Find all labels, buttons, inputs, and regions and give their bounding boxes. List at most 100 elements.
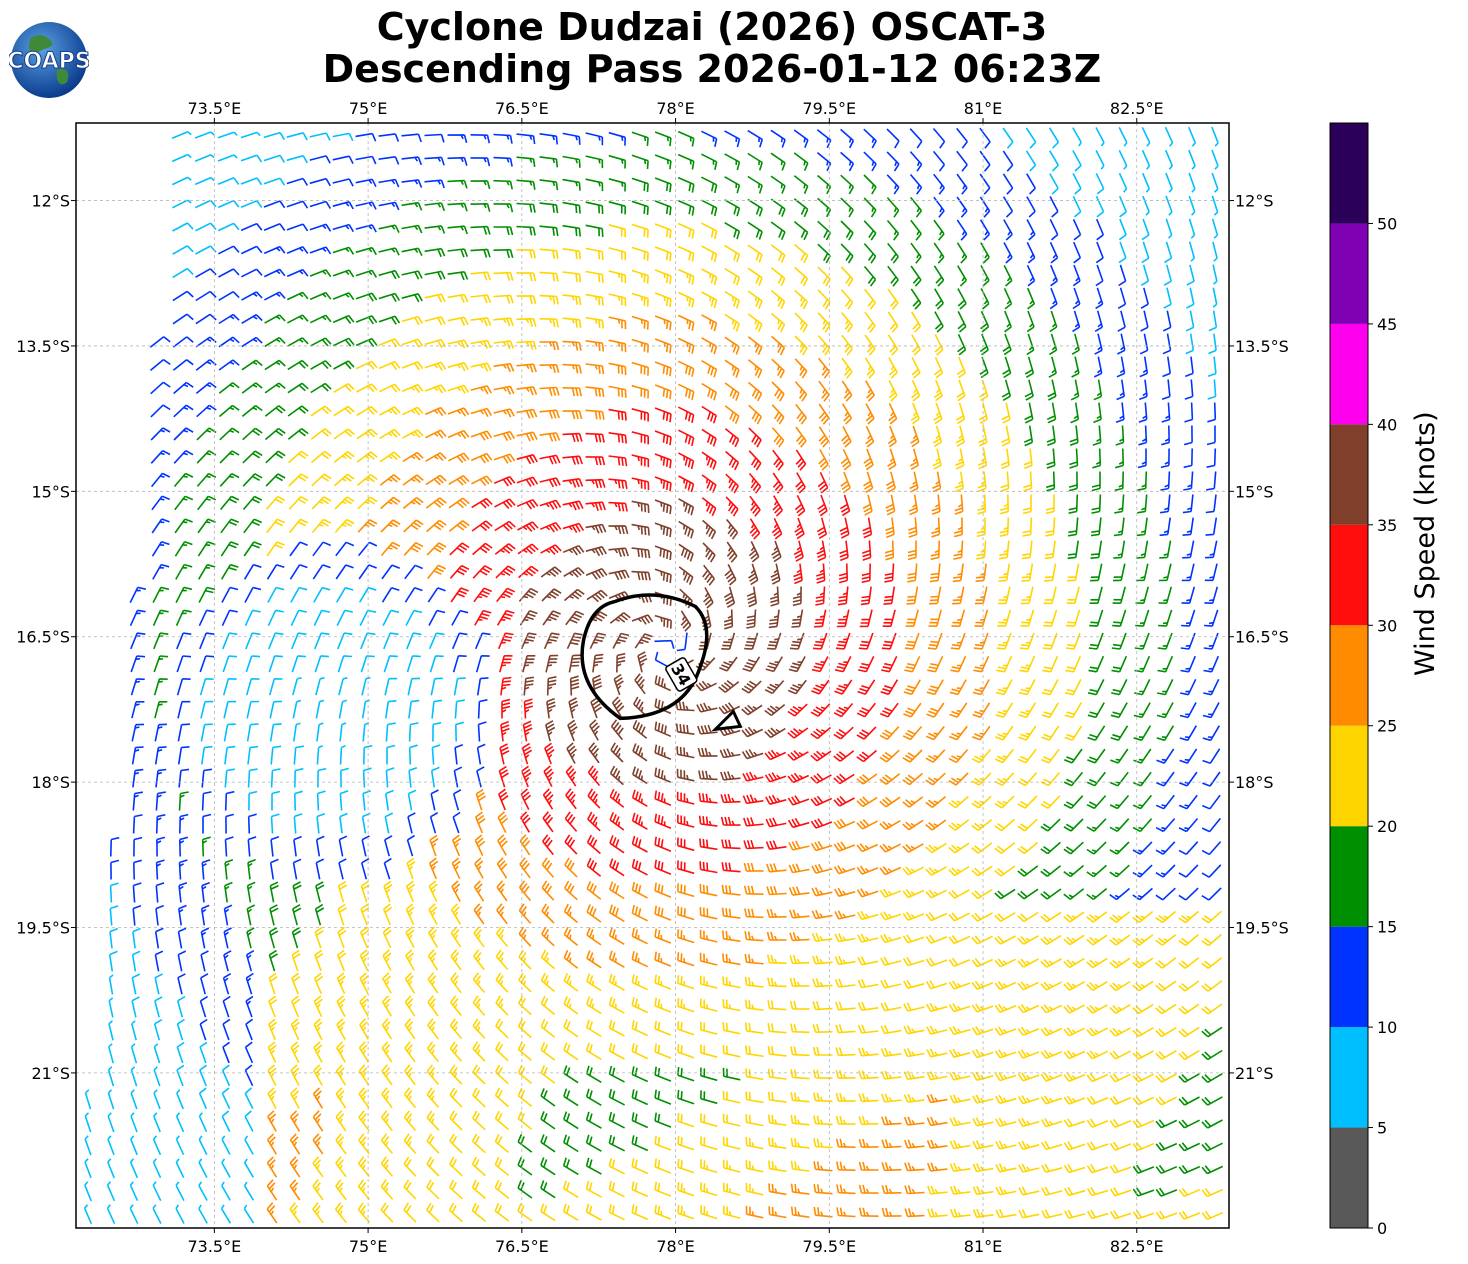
wind-barb — [269, 723, 282, 742]
wind-barb — [334, 496, 355, 510]
wind-barb — [702, 564, 715, 586]
wind-barb — [219, 427, 240, 441]
wind-barb — [153, 632, 169, 650]
wind-barb — [290, 1018, 300, 1041]
wind-barb — [864, 311, 876, 333]
wind-barb — [1180, 655, 1197, 673]
wind-barb — [240, 222, 263, 232]
wind-barb — [880, 1024, 902, 1035]
wind-barb — [519, 834, 531, 856]
wind-barb — [448, 520, 470, 532]
wind-barb — [1188, 218, 1196, 239]
wind-barb — [129, 609, 146, 627]
wind-barb — [933, 242, 945, 264]
wind-barb — [1086, 1095, 1109, 1105]
wind-barb — [1067, 540, 1079, 560]
wind-barb — [222, 655, 238, 673]
wind-barb — [84, 1158, 92, 1179]
wind-barb — [818, 449, 829, 471]
wind-barb — [153, 1112, 161, 1133]
wind-barb — [770, 289, 786, 310]
wind-barb — [677, 952, 695, 967]
wind-barb — [200, 973, 209, 995]
wind-barb — [337, 655, 352, 673]
wind-barb — [1201, 910, 1222, 924]
wind-barb — [932, 150, 946, 172]
wind-barb — [173, 450, 194, 464]
wind-barb — [244, 1135, 254, 1155]
wind-barb — [724, 267, 741, 286]
wind-barb — [355, 201, 377, 210]
wind-barb — [540, 1088, 556, 1107]
wind-barb — [840, 174, 854, 195]
wind-barb — [882, 609, 896, 627]
wind-barb — [245, 972, 254, 995]
wind-barb — [333, 405, 355, 417]
wind-barb — [1155, 980, 1177, 992]
wind-barb — [768, 1183, 787, 1196]
wind-barb — [1211, 172, 1219, 193]
wind-barb — [332, 178, 354, 187]
wind-barb — [240, 154, 263, 163]
wind-barb — [767, 1000, 787, 1011]
wind-barb — [1017, 1004, 1040, 1014]
wind-barb — [994, 912, 1016, 922]
wind-barb — [1023, 448, 1033, 470]
wind-barb — [516, 317, 537, 328]
wind-barb — [770, 198, 786, 217]
wind-barb — [957, 265, 967, 287]
wind-barb — [380, 496, 401, 510]
wind-barb — [267, 1110, 277, 1132]
wind-barb — [749, 495, 761, 517]
wind-barb — [539, 271, 559, 282]
wind-barb — [608, 131, 626, 146]
wind-barb — [131, 996, 140, 1018]
wind-barb — [608, 339, 627, 353]
colorbar-bin — [1330, 926, 1368, 1028]
wind-barb — [221, 586, 239, 603]
wind-barb — [385, 789, 394, 811]
wind-barb — [1063, 1027, 1086, 1037]
wind-barb — [131, 723, 145, 742]
wind-barb — [1063, 1163, 1086, 1174]
wind-barb — [1201, 794, 1221, 810]
wind-barb — [153, 655, 169, 673]
wind-barb — [995, 1094, 1017, 1105]
wind-barb — [309, 223, 332, 232]
wind-barb — [724, 176, 741, 194]
wind-barb — [1095, 195, 1105, 218]
wind-barb — [1205, 517, 1218, 536]
wind-barb — [678, 452, 695, 470]
wind-barb — [794, 381, 808, 402]
wind-barb — [563, 972, 579, 992]
wind-barb — [1132, 980, 1154, 992]
wind-barb — [767, 632, 782, 650]
wind-barb — [516, 133, 536, 145]
wind-barb — [1018, 679, 1036, 696]
wind-barb — [154, 701, 168, 719]
wind-barb — [931, 517, 941, 538]
wind-barb — [1063, 1050, 1086, 1060]
wind-barb — [1117, 333, 1126, 355]
wind-barb — [886, 174, 900, 195]
wind-barb — [173, 472, 194, 488]
wind-barb — [1160, 471, 1171, 491]
wind-barb — [563, 1042, 579, 1061]
wind-barb — [1018, 725, 1037, 741]
wind-barb — [585, 247, 604, 260]
colorbar-bin — [1330, 524, 1368, 626]
wind-barb — [856, 818, 878, 830]
colorbar-tick-label: 5 — [1377, 1119, 1387, 1138]
wind-barb — [427, 587, 446, 603]
wind-barb — [793, 129, 809, 148]
wind-barb — [813, 1161, 833, 1172]
wind-barb — [654, 836, 672, 852]
wind-barb — [108, 997, 114, 1018]
wind-barb — [833, 750, 855, 762]
wind-barb — [562, 178, 581, 191]
wind-barb — [426, 519, 447, 533]
wind-barb — [948, 819, 970, 831]
wind-barb — [1133, 725, 1152, 742]
wind-barb — [154, 746, 167, 765]
wind-barb — [475, 788, 486, 811]
